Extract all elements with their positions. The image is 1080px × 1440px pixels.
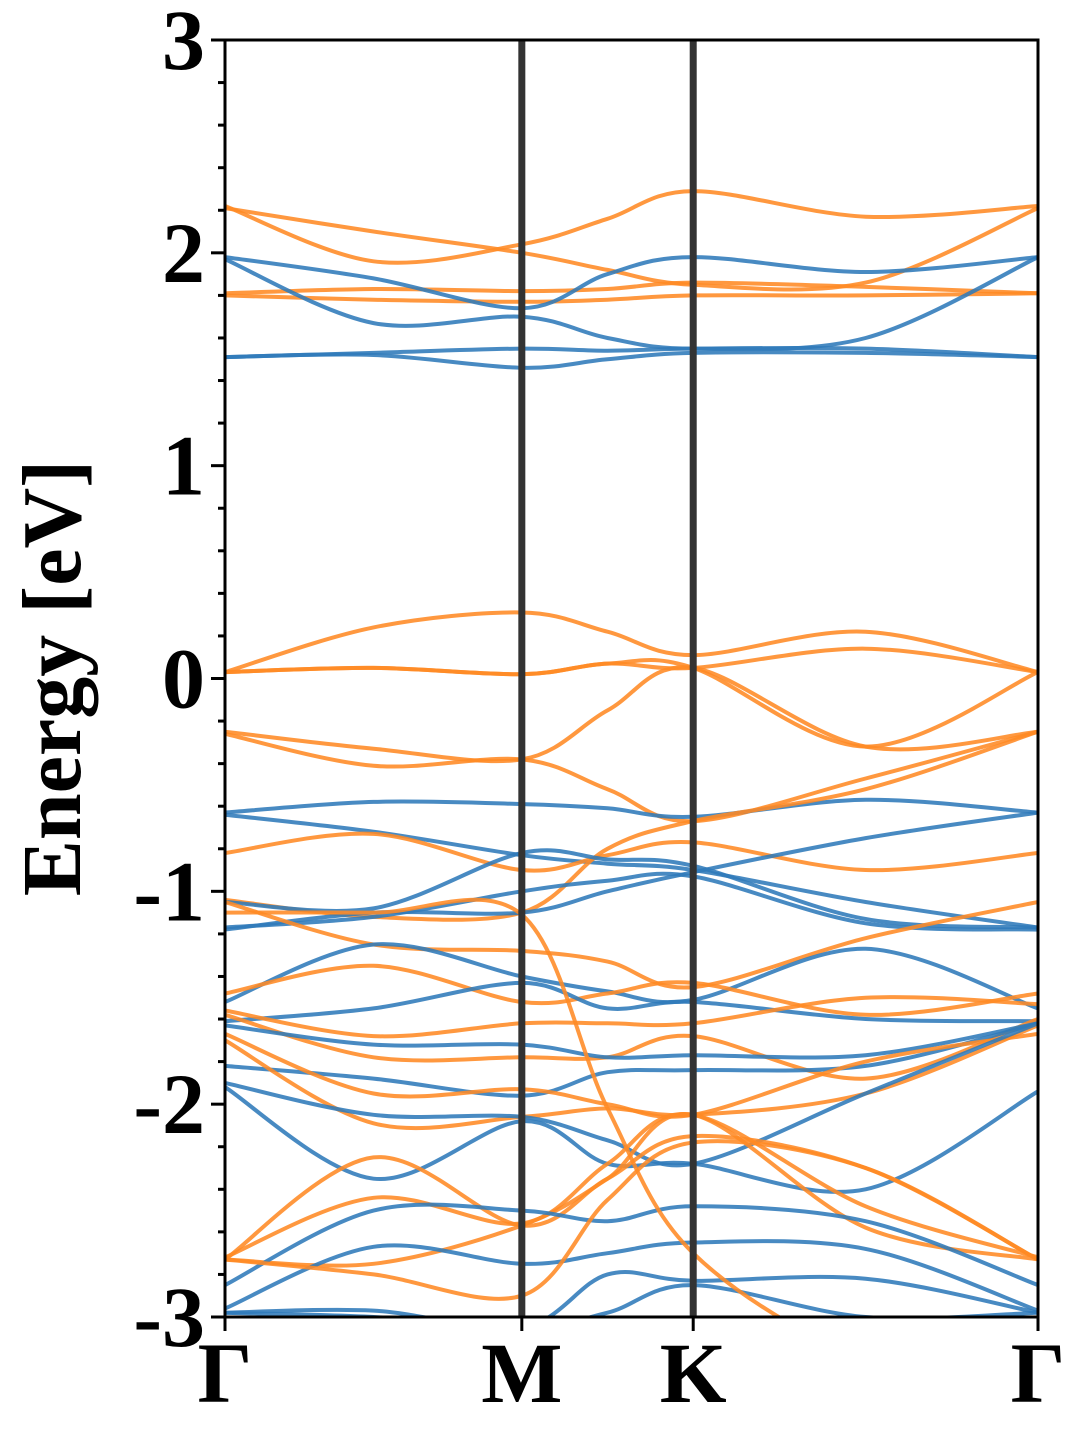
band-line-spin-down-2 xyxy=(225,206,1038,292)
band-line-spin-up-8 xyxy=(225,350,1038,370)
band-line-spin-up-36 xyxy=(225,1202,1038,1287)
band-line-spin-down-13 xyxy=(225,729,1038,824)
y-tick-label: 0 xyxy=(162,631,205,727)
band-line-spin-down-38 xyxy=(225,1139,1038,1301)
band-line-spin-up-14 xyxy=(225,797,1038,819)
band-line-spin-up-22 xyxy=(225,942,1038,1011)
y-tick-label: 1 xyxy=(162,418,205,514)
band-line-spin-down-41 xyxy=(225,897,783,1317)
band-line-spin-up-27 xyxy=(225,1021,1038,1060)
band-line-spin-down-34 xyxy=(225,1111,1038,1260)
band-line-spin-up-31 xyxy=(225,1021,1038,1168)
band-line-spin-down-12 xyxy=(225,665,1038,764)
x-axis-ticks xyxy=(223,1317,1040,1331)
y-tick-label: -1 xyxy=(133,843,205,939)
band-line-spin-up-28 xyxy=(225,1021,1038,1098)
high-symmetry-lines xyxy=(518,40,697,1317)
y-axis-tick-labels: 3 2 1 0 -1 -2 -3 xyxy=(133,0,205,1365)
x-tick-label: M xyxy=(481,1325,562,1421)
band-line-spin-up-39 xyxy=(225,1270,1038,1317)
y-tick-label: -3 xyxy=(133,1269,205,1365)
band-line-spin-up-18 xyxy=(225,848,1038,930)
band-line-spin-down-23 xyxy=(225,963,1038,1017)
y-tick-label: 2 xyxy=(162,205,205,301)
x-tick-label: Γ xyxy=(198,1325,253,1421)
band-line-spin-up-37 xyxy=(225,1239,1038,1313)
band-line-spin-up-19 xyxy=(225,871,1038,932)
band-line-spin-down-4 xyxy=(225,291,1038,304)
x-tick-label: K xyxy=(660,1325,727,1421)
y-axis-ticks xyxy=(211,38,225,1319)
band-line-spin-up-5 xyxy=(225,255,1038,311)
band-line-spin-up-24 xyxy=(225,980,1038,1024)
x-tick-label: Γ xyxy=(1011,1325,1066,1421)
band-line-spin-down-35 xyxy=(225,1111,1038,1268)
y-tick-label: -2 xyxy=(133,1056,205,1152)
band-line-spin-down-9 xyxy=(225,610,1038,675)
y-tick-label: 3 xyxy=(162,0,205,88)
band-line-spin-up-7 xyxy=(225,345,1038,360)
band-line-spin-down-3 xyxy=(225,280,1038,296)
band-line-spin-up-15 xyxy=(225,812,1038,930)
band-line-spin-down-16 xyxy=(225,831,1038,873)
band-lines xyxy=(225,189,1038,1317)
band-line-spin-up-6 xyxy=(225,255,1038,352)
band-line-spin-down-25 xyxy=(225,995,1038,1039)
y-axis-title: Energy [eV] xyxy=(6,460,99,896)
band-line-spin-down-1 xyxy=(225,189,1038,265)
